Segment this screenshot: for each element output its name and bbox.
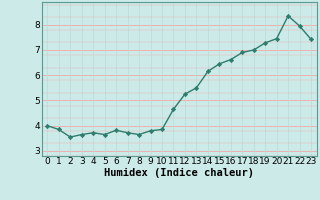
X-axis label: Humidex (Indice chaleur): Humidex (Indice chaleur) [104, 168, 254, 178]
